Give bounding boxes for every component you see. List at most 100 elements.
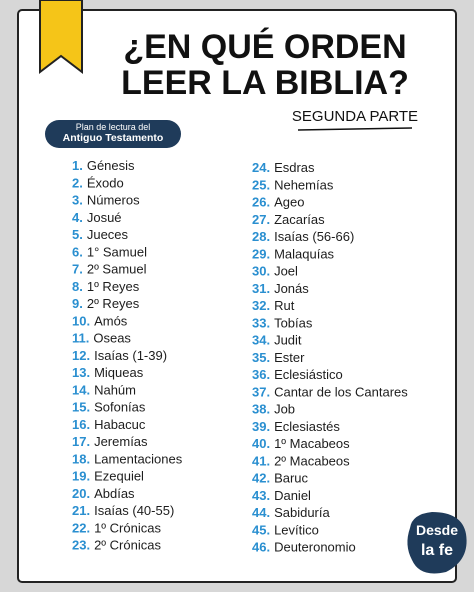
book-item: 17. Jeremías <box>72 434 148 449</box>
book-item: 45. Levítico <box>252 523 319 538</box>
book-number: 11. <box>72 331 89 346</box>
book-item: 44. Sabiduría <box>252 505 330 520</box>
book-item: 4. Josué <box>72 210 122 225</box>
book-item: 12. Isaías (1-39) <box>72 348 167 363</box>
logo-text: la fe <box>421 542 453 559</box>
badge-text: Antiguo Testamento <box>63 132 164 144</box>
book-name: Tobías <box>274 316 313 331</box>
book-number: 19. <box>72 469 90 484</box>
book-number: 3. <box>72 193 83 208</box>
book-number: 14. <box>72 383 90 398</box>
book-item: 46. Deuteronomio <box>252 540 356 555</box>
book-number: 2. <box>72 176 83 191</box>
book-item: 30. Joel <box>252 264 298 279</box>
badge <box>45 120 181 148</box>
book-name: Baruc <box>274 471 308 486</box>
book-name: Isaías (1-39) <box>94 348 167 363</box>
book-name: Eclesiástico <box>274 367 343 382</box>
book-name: Oseas <box>93 331 131 346</box>
book-item: 31. Jonás <box>252 281 309 296</box>
book-name: Lamentaciones <box>94 452 183 467</box>
book-item: 26. Ageo <box>252 195 304 210</box>
book-item: 3. Números <box>72 193 140 208</box>
book-item: 35. Ester <box>252 350 305 365</box>
book-number: 29. <box>252 247 270 262</box>
logo-shape <box>407 512 467 574</box>
book-item: 38. Job <box>252 402 295 417</box>
book-name: Nehemías <box>274 178 334 193</box>
book-number: 34. <box>252 333 270 348</box>
book-number: 37. <box>252 385 270 400</box>
book-name: Nahúm <box>94 383 136 398</box>
book-number: 38. <box>252 402 270 417</box>
book-item: 20. Abdías <box>72 486 135 501</box>
book-list: 1. Génesis 2. Éxodo 3. Números 4. Josué 5. Jueces… <box>72 158 408 555</box>
book-number: 23. <box>72 538 90 553</box>
book-name: Job <box>274 402 295 417</box>
book-name: Isaías (56-66) <box>274 229 354 244</box>
book-number: 1. <box>72 158 83 173</box>
book-item: 19. Ezequiel <box>72 469 144 484</box>
book-item: 27. Zacarías <box>252 212 325 227</box>
book-item: 8. 1º Reyes <box>72 279 140 294</box>
book-number: 25. <box>252 178 270 193</box>
book-name: Eclesiastés <box>274 419 340 434</box>
book-number: 4. <box>72 210 83 225</box>
book-number: 17. <box>72 434 90 449</box>
book-number: 20. <box>72 486 90 501</box>
book-item: 37. Cantar de los Cantares <box>252 385 408 400</box>
book-number: 36. <box>252 367 270 382</box>
book-number: 33. <box>252 316 270 331</box>
book-number: 42. <box>252 471 270 486</box>
book-name: Deuteronomio <box>274 540 356 555</box>
book-name: 2º Macabeos <box>274 454 350 469</box>
book-item: 5. Jueces <box>72 227 129 242</box>
book-name: Malaquías <box>274 247 334 262</box>
book-item: 43. Daniel <box>252 488 311 503</box>
book-number: 40. <box>252 436 270 451</box>
book-name: Números <box>87 193 140 208</box>
book-item: 21. Isaías (40-55) <box>72 503 174 518</box>
book-name: Isaías (40-55) <box>94 503 174 518</box>
title-line: ¿EN QUÉ ORDEN <box>123 28 406 66</box>
book-item: 2. Éxodo <box>72 176 124 191</box>
book-number: 16. <box>72 417 90 432</box>
book-number: 5. <box>72 227 83 242</box>
book-item: 14. Nahúm <box>72 383 136 398</box>
book-item: 33. Tobías <box>252 316 313 331</box>
book-number: 6. <box>72 245 83 260</box>
book-item: 9. 2º Reyes <box>72 296 140 311</box>
book-number: 21. <box>72 503 90 518</box>
book-name: Ageo <box>274 195 304 210</box>
book-item: 10. Amós <box>72 314 128 329</box>
subtitle: SEGUNDA PARTE <box>292 108 418 125</box>
badge-text: Plan de lectura del <box>76 122 151 132</box>
book-name: Esdras <box>274 160 315 175</box>
book-number: 32. <box>252 298 270 313</box>
book-name: Cantar de los Cantares <box>274 385 408 400</box>
book-number: 44. <box>252 505 270 520</box>
book-name: 2º Crónicas <box>94 538 161 553</box>
book-number: 15. <box>72 400 90 415</box>
book-item: 22. 1º Crónicas <box>72 521 161 536</box>
book-name: Zacarías <box>274 212 325 227</box>
book-name: Daniel <box>274 488 311 503</box>
book-name: Éxodo <box>87 176 124 191</box>
book-item: 18. Lamentaciones <box>72 452 183 467</box>
book-number: 8. <box>72 279 83 294</box>
book-item: 29. Malaquías <box>252 247 335 262</box>
book-number: 46. <box>252 540 270 555</box>
bookmark <box>39 0 83 75</box>
book-item: 25. Nehemías <box>252 178 334 193</box>
book-name: Jueces <box>87 227 129 242</box>
book-number: 43. <box>252 488 270 503</box>
book-number: 12. <box>72 348 90 363</box>
book-number: 13. <box>72 365 90 380</box>
book-name: Sabiduría <box>274 505 330 520</box>
book-name: Ester <box>274 350 305 365</box>
underline <box>297 127 413 131</box>
book-name: Abdías <box>94 486 135 501</box>
book-name: Levítico <box>274 523 319 538</box>
book-item: 24. Esdras <box>252 160 315 175</box>
